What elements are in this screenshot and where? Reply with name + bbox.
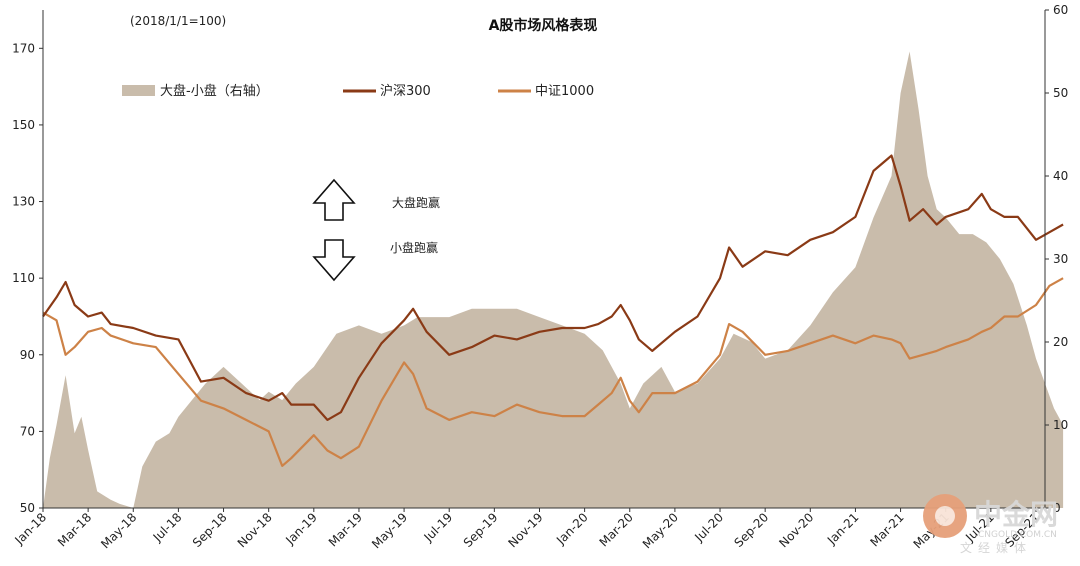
legend-label-area: 大盘-小盘（右轴） <box>160 83 269 99</box>
right-tick-label: 40 <box>1053 169 1068 183</box>
area-layer <box>43 51 1064 508</box>
series-area-large-minus-small <box>43 51 1064 508</box>
watermark: 中金网 CNGOLD.COM.CN 文经媒体 <box>923 494 1058 555</box>
x-tick-label: Jan-18 <box>12 510 50 548</box>
series-line-hs300 <box>42 154 1064 421</box>
x-tick-label: Jan-21 <box>824 510 862 548</box>
plot-area <box>42 51 1064 508</box>
chart-subtitle: (2018/1/1=100) <box>130 14 226 28</box>
x-tick-label: Jan-19 <box>282 510 320 548</box>
x-tick-label: Jan-20 <box>553 510 591 548</box>
left-tick-labels: 50 70 90 110 130 150 170 <box>12 41 43 515</box>
left-tick-label: 50 <box>20 501 35 515</box>
right-tick-label: 10 <box>1053 418 1068 432</box>
up-arrow-icon <box>312 178 356 221</box>
x-tick-label: Jul-18 <box>150 510 185 545</box>
right-tick-label: 60 <box>1053 3 1068 17</box>
x-tick-label: Sep-19 <box>461 510 501 550</box>
x-tick-label: Nov-18 <box>235 510 275 550</box>
right-tick-labels: 0 10 20 30 40 50 60 <box>1045 3 1068 515</box>
x-tick-label: Sep-18 <box>190 510 230 550</box>
left-tick-label: 130 <box>12 195 35 209</box>
annotation-up: 大盘跑赢 <box>312 178 440 221</box>
left-tick-label: 90 <box>20 348 35 362</box>
x-tick-label: Jul-19 <box>421 510 456 545</box>
right-tick-label: 0 <box>1053 501 1061 515</box>
left-tick-label: 70 <box>20 424 35 438</box>
left-tick-label: 170 <box>12 41 35 55</box>
watermark-sub: 文经媒体 <box>960 540 1032 555</box>
right-tick-label: 30 <box>1053 252 1068 266</box>
x-tick-label: Sep-20 <box>732 510 772 550</box>
chart-title: A股市场风格表现 <box>489 17 598 34</box>
x-tick-label: May-20 <box>640 510 681 551</box>
annotation-down-label: 小盘跑赢 <box>390 240 438 255</box>
watermark-cn: 中金网 <box>974 498 1058 531</box>
left-tick-label: 150 <box>12 118 35 132</box>
x-tick-label: Mar-21 <box>867 510 906 549</box>
x-tick-label: May-18 <box>98 510 139 551</box>
legend-label-hs300: 沪深300 <box>380 83 431 99</box>
series-line-zz1000 <box>42 277 1064 467</box>
x-tick-label: May-19 <box>369 510 410 551</box>
x-tick-label: Nov-20 <box>776 510 816 550</box>
legend: 大盘-小盘（右轴） 沪深300 中证1000 <box>122 83 594 99</box>
x-tick-label: Nov-19 <box>506 510 546 550</box>
watermark-en: CNGOLD.COM.CN <box>978 530 1057 540</box>
x-tick-label: Mar-19 <box>326 510 365 549</box>
right-tick-label: 50 <box>1053 86 1068 100</box>
left-tick-label: 110 <box>12 271 35 285</box>
legend-label-zz1000: 中证1000 <box>535 84 594 99</box>
annotation-up-label: 大盘跑赢 <box>392 195 440 210</box>
annotation-down: 小盘跑赢 <box>312 239 438 282</box>
line-layer <box>42 154 1064 467</box>
x-tick-label: Jul-20 <box>691 510 726 545</box>
right-tick-label: 20 <box>1053 335 1068 349</box>
legend-swatch-area <box>122 85 155 96</box>
x-tick-labels: Jan-18 Mar-18 May-18 Jul-18 Sep-18 Nov-18 Jan-… <box>12 508 1042 551</box>
x-tick-label: Mar-18 <box>55 510 94 549</box>
down-arrow-icon <box>312 239 356 282</box>
x-tick-label: Mar-20 <box>597 510 636 549</box>
